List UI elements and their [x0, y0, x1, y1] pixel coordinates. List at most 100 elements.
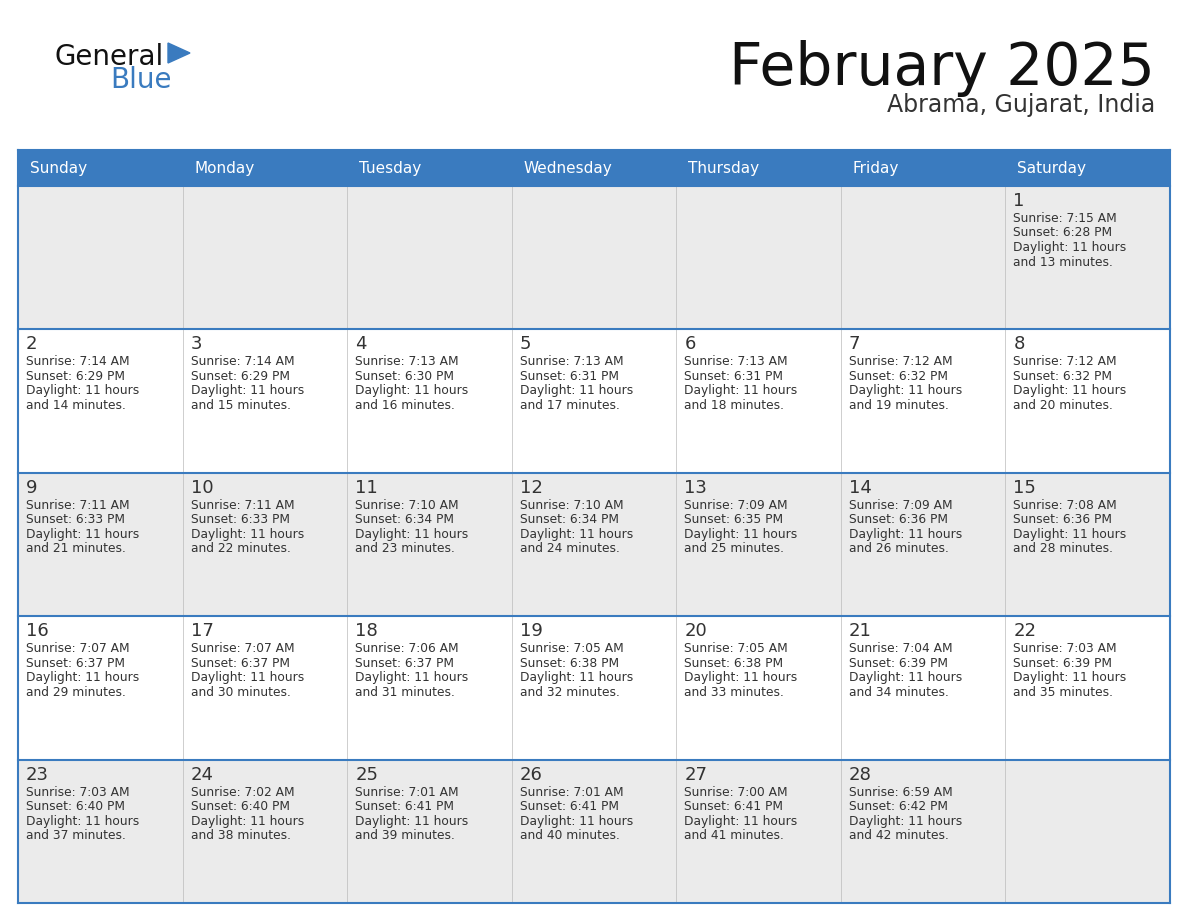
Bar: [676, 616, 841, 759]
Bar: [183, 473, 347, 616]
Bar: [18, 616, 183, 759]
Text: and 31 minutes.: and 31 minutes.: [355, 686, 455, 699]
Text: Sunset: 6:29 PM: Sunset: 6:29 PM: [190, 370, 290, 383]
Text: General: General: [55, 43, 164, 71]
Text: Sunset: 6:34 PM: Sunset: 6:34 PM: [519, 513, 619, 526]
Bar: [512, 186, 676, 330]
Text: Sunset: 6:42 PM: Sunset: 6:42 PM: [849, 800, 948, 813]
Text: Sunrise: 7:15 AM: Sunrise: 7:15 AM: [1013, 212, 1117, 225]
Text: 14: 14: [849, 479, 872, 497]
Bar: [841, 616, 1005, 759]
Text: Sunrise: 7:12 AM: Sunrise: 7:12 AM: [1013, 355, 1117, 368]
Text: Sunrise: 7:05 AM: Sunrise: 7:05 AM: [684, 643, 788, 655]
Text: Daylight: 11 hours: Daylight: 11 hours: [684, 528, 797, 541]
Text: and 38 minutes.: and 38 minutes.: [190, 829, 291, 842]
Bar: [1005, 150, 1170, 186]
Text: Daylight: 11 hours: Daylight: 11 hours: [190, 814, 304, 828]
Text: Sunrise: 7:01 AM: Sunrise: 7:01 AM: [519, 786, 624, 799]
Text: Thursday: Thursday: [688, 161, 759, 175]
Text: Sunrise: 7:03 AM: Sunrise: 7:03 AM: [26, 786, 129, 799]
Text: 17: 17: [190, 622, 214, 640]
Bar: [841, 150, 1005, 186]
Text: Sunrise: 7:07 AM: Sunrise: 7:07 AM: [26, 643, 129, 655]
Text: and 34 minutes.: and 34 minutes.: [849, 686, 949, 699]
Bar: [18, 330, 183, 473]
Text: Sunrise: 7:07 AM: Sunrise: 7:07 AM: [190, 643, 295, 655]
Text: 4: 4: [355, 335, 367, 353]
Bar: [512, 330, 676, 473]
Bar: [1005, 186, 1170, 330]
Text: 9: 9: [26, 479, 38, 497]
Text: Sunrise: 7:04 AM: Sunrise: 7:04 AM: [849, 643, 953, 655]
Text: Sunrise: 7:08 AM: Sunrise: 7:08 AM: [1013, 498, 1117, 512]
Text: Sunset: 6:40 PM: Sunset: 6:40 PM: [26, 800, 125, 813]
Text: Daylight: 11 hours: Daylight: 11 hours: [1013, 241, 1126, 254]
Bar: [347, 759, 512, 903]
Polygon shape: [168, 43, 190, 63]
Text: and 24 minutes.: and 24 minutes.: [519, 543, 620, 555]
Text: 8: 8: [1013, 335, 1025, 353]
Text: 24: 24: [190, 766, 214, 784]
Text: 15: 15: [1013, 479, 1036, 497]
Text: Daylight: 11 hours: Daylight: 11 hours: [26, 385, 139, 397]
Bar: [347, 150, 512, 186]
Text: Sunrise: 7:06 AM: Sunrise: 7:06 AM: [355, 643, 459, 655]
Text: Sunset: 6:41 PM: Sunset: 6:41 PM: [355, 800, 454, 813]
Text: Sunrise: 7:01 AM: Sunrise: 7:01 AM: [355, 786, 459, 799]
Text: Saturday: Saturday: [1017, 161, 1086, 175]
Bar: [183, 759, 347, 903]
Text: Sunrise: 7:13 AM: Sunrise: 7:13 AM: [684, 355, 788, 368]
Text: Monday: Monday: [194, 161, 254, 175]
Bar: [676, 759, 841, 903]
Text: 3: 3: [190, 335, 202, 353]
Text: Daylight: 11 hours: Daylight: 11 hours: [355, 528, 468, 541]
Text: Sunset: 6:34 PM: Sunset: 6:34 PM: [355, 513, 454, 526]
Bar: [183, 330, 347, 473]
Text: Daylight: 11 hours: Daylight: 11 hours: [849, 528, 962, 541]
Text: 5: 5: [519, 335, 531, 353]
Text: and 37 minutes.: and 37 minutes.: [26, 829, 126, 842]
Text: Sunset: 6:41 PM: Sunset: 6:41 PM: [684, 800, 783, 813]
Bar: [676, 330, 841, 473]
Text: 21: 21: [849, 622, 872, 640]
Bar: [512, 473, 676, 616]
Text: Daylight: 11 hours: Daylight: 11 hours: [849, 385, 962, 397]
Text: 19: 19: [519, 622, 543, 640]
Text: and 32 minutes.: and 32 minutes.: [519, 686, 620, 699]
Text: 7: 7: [849, 335, 860, 353]
Bar: [18, 186, 183, 330]
Text: and 25 minutes.: and 25 minutes.: [684, 543, 784, 555]
Text: Blue: Blue: [110, 66, 171, 94]
Text: and 22 minutes.: and 22 minutes.: [190, 543, 290, 555]
Text: Daylight: 11 hours: Daylight: 11 hours: [684, 385, 797, 397]
Bar: [841, 473, 1005, 616]
Text: Daylight: 11 hours: Daylight: 11 hours: [26, 528, 139, 541]
Text: and 29 minutes.: and 29 minutes.: [26, 686, 126, 699]
Text: Daylight: 11 hours: Daylight: 11 hours: [849, 671, 962, 684]
Bar: [183, 616, 347, 759]
Text: Daylight: 11 hours: Daylight: 11 hours: [519, 528, 633, 541]
Bar: [1005, 330, 1170, 473]
Text: Sunrise: 6:59 AM: Sunrise: 6:59 AM: [849, 786, 953, 799]
Text: and 13 minutes.: and 13 minutes.: [1013, 255, 1113, 268]
Text: and 15 minutes.: and 15 minutes.: [190, 399, 291, 412]
Text: and 33 minutes.: and 33 minutes.: [684, 686, 784, 699]
Bar: [512, 616, 676, 759]
Bar: [676, 473, 841, 616]
Text: Daylight: 11 hours: Daylight: 11 hours: [684, 814, 797, 828]
Text: 10: 10: [190, 479, 213, 497]
Text: Daylight: 11 hours: Daylight: 11 hours: [190, 528, 304, 541]
Text: Sunset: 6:37 PM: Sunset: 6:37 PM: [355, 656, 454, 670]
Text: Sunset: 6:38 PM: Sunset: 6:38 PM: [519, 656, 619, 670]
Text: Sunset: 6:39 PM: Sunset: 6:39 PM: [849, 656, 948, 670]
Text: 26: 26: [519, 766, 543, 784]
Text: Sunset: 6:36 PM: Sunset: 6:36 PM: [1013, 513, 1112, 526]
Text: and 14 minutes.: and 14 minutes.: [26, 399, 126, 412]
Bar: [183, 186, 347, 330]
Text: Sunrise: 7:02 AM: Sunrise: 7:02 AM: [190, 786, 295, 799]
Bar: [841, 759, 1005, 903]
Bar: [841, 186, 1005, 330]
Text: Daylight: 11 hours: Daylight: 11 hours: [190, 671, 304, 684]
Bar: [1005, 759, 1170, 903]
Bar: [18, 759, 183, 903]
